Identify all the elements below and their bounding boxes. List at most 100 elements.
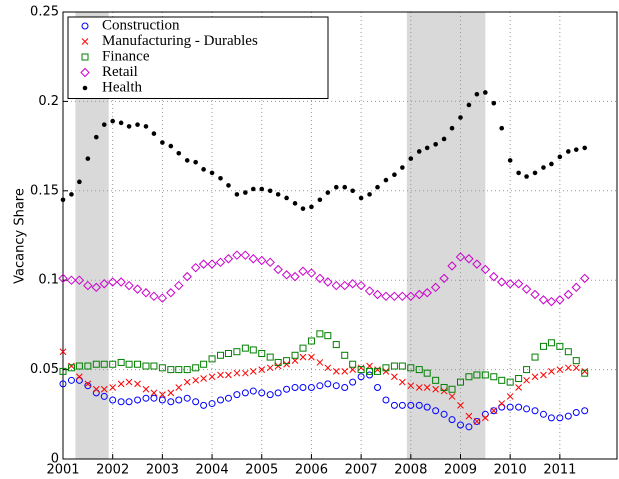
- point: [274, 389, 282, 397]
- point: [548, 368, 555, 375]
- x-tick-label: 2004: [196, 463, 229, 478]
- point: [274, 362, 282, 370]
- point: [183, 366, 191, 374]
- point: [432, 385, 439, 393]
- point: [372, 289, 383, 300]
- point: [233, 348, 241, 356]
- point: [100, 385, 108, 393]
- point: [258, 350, 266, 358]
- point: [491, 100, 497, 106]
- point: [366, 367, 374, 375]
- point: [572, 364, 580, 372]
- point: [125, 398, 133, 406]
- point: [581, 407, 589, 415]
- x-tick-label: 2001: [46, 463, 79, 478]
- point: [481, 371, 489, 379]
- point: [218, 175, 223, 181]
- point: [432, 376, 440, 384]
- point: [456, 421, 464, 429]
- point: [109, 396, 117, 404]
- point: [281, 270, 292, 280]
- point: [273, 264, 283, 275]
- point: [100, 392, 108, 400]
- point: [174, 280, 184, 291]
- point: [317, 197, 323, 203]
- point: [192, 376, 200, 384]
- point: [284, 195, 289, 201]
- point: [497, 277, 507, 287]
- x-tick-label: 2002: [96, 463, 129, 478]
- point: [176, 150, 182, 156]
- point: [563, 289, 574, 300]
- point: [92, 385, 100, 393]
- point: [158, 364, 166, 372]
- point: [432, 407, 440, 415]
- point: [167, 398, 175, 406]
- point: [357, 366, 365, 374]
- y-tick-label: 0.1: [38, 273, 59, 288]
- x-tick-label: 2007: [345, 463, 378, 478]
- point: [341, 368, 349, 375]
- point: [408, 156, 414, 161]
- legend-label: Manufacturing - Durables: [102, 33, 258, 49]
- x-tick-label: 2005: [245, 463, 278, 478]
- point: [200, 401, 208, 409]
- point: [473, 417, 481, 425]
- point: [225, 371, 232, 379]
- y-tick-label: 0.2: [38, 94, 59, 109]
- point: [266, 391, 274, 399]
- point: [458, 115, 463, 120]
- point: [549, 161, 554, 167]
- point: [521, 284, 532, 294]
- point: [407, 401, 415, 409]
- point: [374, 366, 381, 373]
- point: [141, 288, 151, 298]
- point: [423, 403, 431, 411]
- y-tick-label: 0.05: [30, 362, 59, 377]
- point: [184, 158, 190, 163]
- point: [292, 201, 298, 206]
- point: [423, 384, 431, 391]
- point: [382, 368, 390, 375]
- point: [374, 367, 382, 375]
- point: [439, 273, 449, 284]
- point: [150, 394, 158, 402]
- point: [515, 384, 522, 391]
- point: [466, 102, 472, 108]
- point: [307, 337, 315, 345]
- point: [306, 268, 317, 278]
- point: [391, 373, 398, 381]
- point: [58, 273, 68, 284]
- x-tick-label: 2009: [444, 463, 477, 478]
- point: [182, 271, 192, 282]
- point: [556, 342, 564, 350]
- point: [275, 192, 281, 197]
- point: [531, 373, 539, 381]
- point: [513, 279, 524, 289]
- point: [283, 385, 291, 393]
- point: [208, 400, 216, 408]
- point: [557, 154, 563, 160]
- point: [465, 373, 473, 381]
- point: [232, 250, 242, 260]
- legend-marker: [81, 53, 89, 61]
- x-tick-label: 2011: [543, 463, 576, 478]
- point: [74, 275, 85, 285]
- point: [143, 124, 149, 129]
- point: [324, 364, 332, 372]
- point: [341, 351, 349, 359]
- point: [489, 271, 499, 282]
- point: [259, 186, 265, 192]
- x-tick-label: 2010: [494, 463, 527, 478]
- point: [167, 389, 175, 397]
- point: [217, 351, 225, 359]
- point: [92, 360, 100, 368]
- point: [200, 375, 207, 382]
- point: [67, 376, 75, 384]
- point: [250, 186, 256, 192]
- point: [571, 282, 581, 293]
- point: [76, 373, 83, 381]
- point: [241, 389, 249, 397]
- point: [125, 378, 133, 386]
